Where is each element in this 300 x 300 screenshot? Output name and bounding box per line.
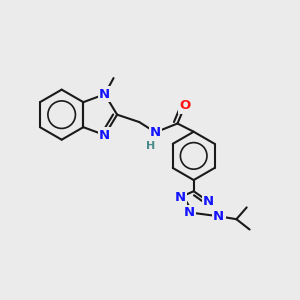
Text: H: H [146, 141, 156, 151]
Text: N: N [175, 190, 186, 204]
Text: N: N [150, 126, 161, 139]
Text: N: N [213, 210, 224, 223]
Text: N: N [184, 206, 195, 219]
Text: N: N [99, 129, 110, 142]
Text: N: N [99, 88, 110, 101]
Text: O: O [179, 99, 190, 112]
Text: N: N [203, 195, 214, 208]
